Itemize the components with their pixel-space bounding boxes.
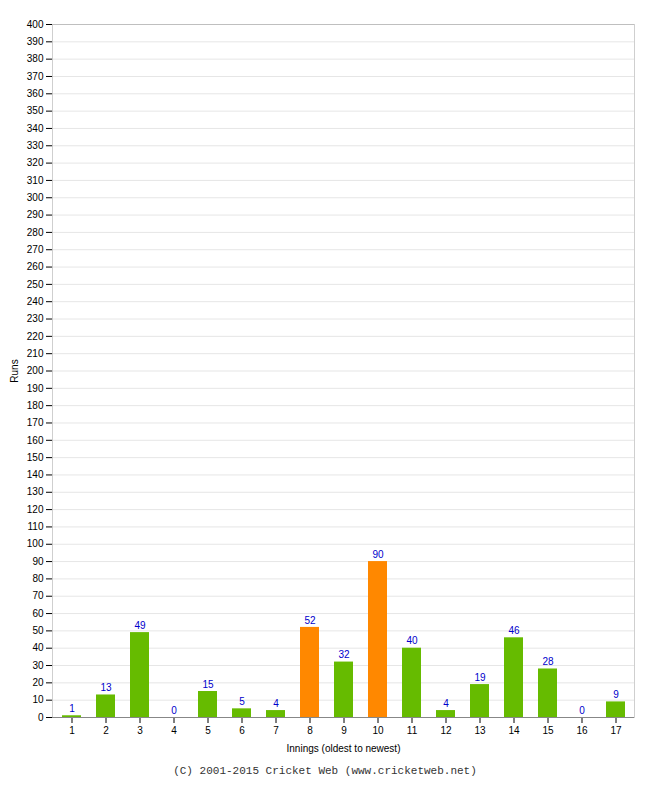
svg-text:12: 12 bbox=[440, 725, 452, 736]
svg-text:11: 11 bbox=[407, 725, 418, 736]
svg-text:320: 320 bbox=[27, 157, 44, 168]
svg-text:290: 290 bbox=[27, 209, 44, 220]
svg-text:190: 190 bbox=[27, 383, 44, 394]
svg-text:0: 0 bbox=[38, 712, 44, 723]
svg-text:17: 17 bbox=[610, 725, 622, 736]
svg-text:390: 390 bbox=[27, 36, 44, 47]
svg-text:400: 400 bbox=[27, 19, 44, 30]
svg-text:350: 350 bbox=[27, 105, 44, 116]
svg-text:10: 10 bbox=[372, 725, 384, 736]
svg-text:280: 280 bbox=[27, 227, 44, 238]
svg-text:50: 50 bbox=[32, 625, 44, 636]
svg-text:15: 15 bbox=[202, 679, 214, 690]
svg-text:360: 360 bbox=[27, 88, 44, 99]
svg-text:120: 120 bbox=[27, 504, 44, 515]
svg-text:40: 40 bbox=[406, 635, 418, 646]
svg-text:1: 1 bbox=[69, 703, 75, 714]
svg-text:80: 80 bbox=[32, 573, 44, 584]
svg-text:19: 19 bbox=[474, 672, 486, 683]
svg-text:260: 260 bbox=[27, 261, 44, 272]
html-text:(C) 2001-2015 Cricket Web (www: (C) 2001-2015 Cricket Web (www.cricketwe… bbox=[173, 765, 477, 777]
svg-text:270: 270 bbox=[27, 244, 44, 255]
svg-text:13: 13 bbox=[474, 725, 486, 736]
svg-text:2: 2 bbox=[103, 725, 109, 736]
svg-text:49: 49 bbox=[134, 620, 146, 631]
svg-text:9: 9 bbox=[341, 725, 347, 736]
svg-text:3: 3 bbox=[137, 725, 143, 736]
svg-text:60: 60 bbox=[32, 608, 44, 619]
svg-text:70: 70 bbox=[32, 590, 44, 601]
svg-text:14: 14 bbox=[508, 725, 520, 736]
svg-text:230: 230 bbox=[27, 313, 44, 324]
svg-text:180: 180 bbox=[27, 400, 44, 411]
svg-text:32: 32 bbox=[338, 649, 350, 660]
svg-text:8: 8 bbox=[307, 725, 313, 736]
svg-text:90: 90 bbox=[372, 549, 384, 560]
svg-text:28: 28 bbox=[542, 656, 554, 667]
svg-text:0: 0 bbox=[579, 705, 585, 716]
svg-text:4: 4 bbox=[171, 725, 177, 736]
svg-text:170: 170 bbox=[27, 417, 44, 428]
svg-text:150: 150 bbox=[27, 452, 44, 463]
svg-text:5: 5 bbox=[205, 725, 211, 736]
svg-text:20: 20 bbox=[32, 677, 44, 688]
svg-text:200: 200 bbox=[27, 365, 44, 376]
svg-text:110: 110 bbox=[28, 521, 44, 532]
svg-text:240: 240 bbox=[27, 296, 44, 307]
svg-text:220: 220 bbox=[27, 331, 44, 342]
svg-text:6: 6 bbox=[239, 725, 245, 736]
svg-text:15: 15 bbox=[542, 725, 554, 736]
svg-text:380: 380 bbox=[27, 53, 44, 64]
svg-text:330: 330 bbox=[27, 140, 44, 151]
svg-text:7: 7 bbox=[273, 725, 279, 736]
svg-text:100: 100 bbox=[27, 538, 44, 549]
svg-text:340: 340 bbox=[27, 123, 44, 134]
svg-text:250: 250 bbox=[27, 279, 44, 290]
svg-text:30: 30 bbox=[32, 660, 44, 671]
svg-text:210: 210 bbox=[27, 348, 44, 359]
svg-text:5: 5 bbox=[239, 696, 245, 707]
svg-text:13: 13 bbox=[100, 682, 112, 693]
svg-text:Innings (oldest to newest): Innings (oldest to newest) bbox=[287, 743, 401, 754]
svg-text:10: 10 bbox=[32, 694, 44, 705]
svg-text:1: 1 bbox=[69, 725, 75, 736]
svg-text:9: 9 bbox=[613, 689, 619, 700]
svg-text:16: 16 bbox=[576, 725, 588, 736]
svg-text:310: 310 bbox=[27, 175, 44, 186]
svg-text:370: 370 bbox=[27, 71, 44, 82]
svg-text:52: 52 bbox=[304, 615, 316, 626]
svg-text:40: 40 bbox=[32, 642, 44, 653]
svg-text:90: 90 bbox=[32, 556, 44, 567]
svg-text:130: 130 bbox=[27, 486, 44, 497]
svg-text:4: 4 bbox=[273, 698, 279, 709]
svg-text:4: 4 bbox=[443, 698, 449, 709]
svg-text:160: 160 bbox=[27, 435, 44, 446]
svg-text:140: 140 bbox=[27, 469, 44, 480]
svg-text:Runs: Runs bbox=[9, 359, 20, 382]
svg-text:300: 300 bbox=[27, 192, 44, 203]
svg-text:46: 46 bbox=[508, 625, 520, 636]
svg-text:0: 0 bbox=[171, 705, 177, 716]
